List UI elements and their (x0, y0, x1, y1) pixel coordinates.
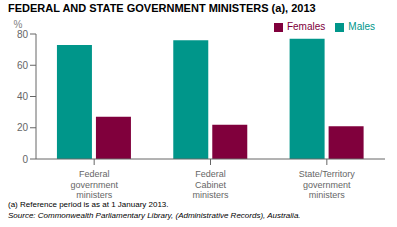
svg-text:State/Territorygovernmentminis: State/Territorygovernmentministers (299, 169, 356, 199)
svg-text:FederalCabinetministers: FederalCabinetministers (192, 169, 229, 199)
html-text:FEDERAL AND STATE GOVERNMENT M: FEDERAL AND STATE GOVERNMENT MINISTERS (… (8, 2, 316, 14)
svg-text:80: 80 (17, 29, 29, 40)
html-text:Source: Commonwealth Parliamen: Source: Commonwealth Parliamentary Libra… (8, 211, 301, 220)
html-text:(a) Reference period is as at: (a) Reference period is as at 1 January … (8, 200, 169, 209)
svg-text:%: % (14, 19, 23, 30)
svg-text:Federalgovernmentministers: Federalgovernmentministers (70, 169, 118, 199)
svg-text:20: 20 (17, 122, 29, 133)
svg-text:0: 0 (22, 154, 28, 165)
svg-text:60: 60 (17, 60, 29, 71)
html-text:Males: Males (348, 21, 375, 32)
html-text:Females: Females (287, 21, 326, 32)
svg-text:40: 40 (17, 91, 29, 102)
